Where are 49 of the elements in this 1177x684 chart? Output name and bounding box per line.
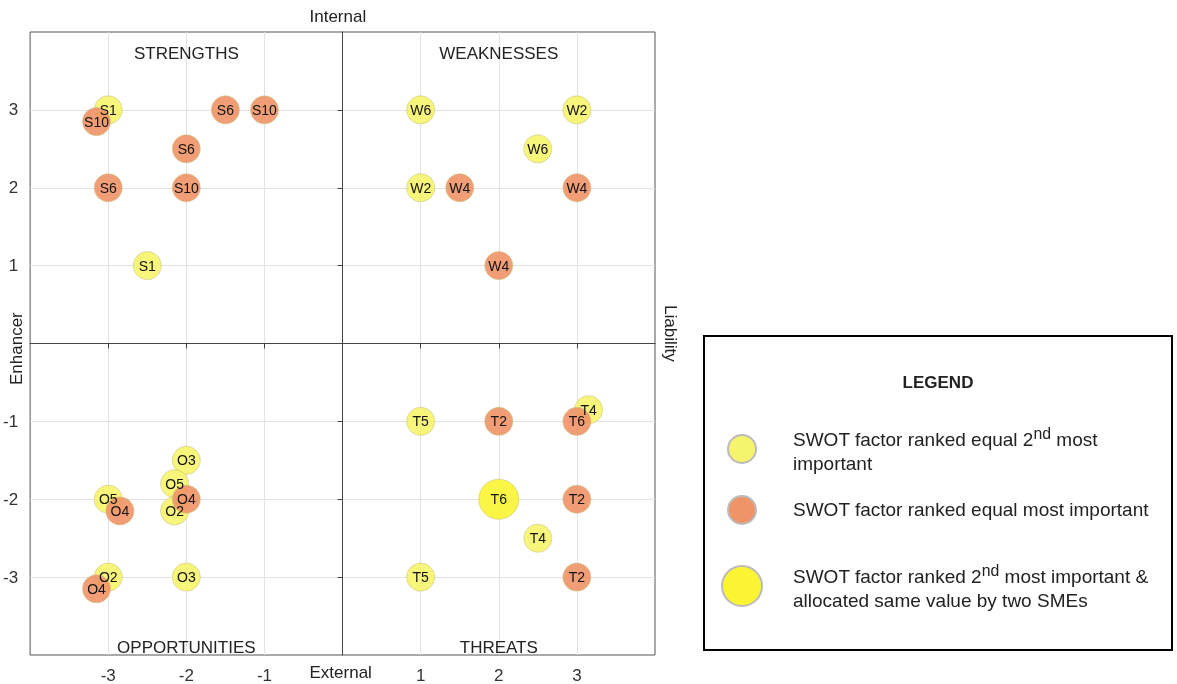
x-tick-label: 3	[572, 666, 582, 684]
annotation: W6	[527, 140, 549, 157]
x-tick-label: -2	[178, 666, 194, 684]
annotation: S10	[251, 101, 278, 118]
x-tick-label: 1	[415, 666, 426, 684]
annotation: W2	[410, 179, 432, 196]
y-tick-label: 1	[8, 256, 19, 276]
annotation: W2	[566, 101, 588, 118]
y-tick-label: -1	[2, 411, 19, 431]
annotation: S10	[173, 179, 199, 196]
y-tick-label: -3	[2, 567, 19, 587]
annotation: T2	[568, 491, 586, 508]
annotation: WEAKNESSES	[439, 44, 559, 64]
annotation: O5	[165, 475, 185, 492]
y-tick-label: 2	[8, 178, 19, 198]
text: SWOT factor ranked equal 2$^{nd}$ most important	[793, 425, 1098, 475]
annotation: T5	[412, 569, 430, 586]
annotation: T6	[490, 491, 508, 508]
annotation: T2	[568, 569, 586, 586]
annotation: W4	[566, 179, 588, 196]
y2-axis-title: Liability	[661, 305, 680, 363]
legend-title: LEGEND	[901, 373, 975, 393]
x-axis-title: External	[309, 663, 372, 682]
x-tick-label: 2	[494, 666, 504, 684]
annotation: O3	[176, 452, 196, 469]
annotation: W4	[488, 257, 510, 274]
annotation: S6	[177, 140, 196, 157]
x2-axis-title: Internal	[309, 7, 367, 26]
annotation: S1	[138, 257, 157, 274]
annotation: STRENGTHS	[133, 44, 239, 64]
annotation: S1	[99, 101, 117, 118]
y-tick-label: -2	[2, 489, 19, 509]
annotation: THREATS	[459, 638, 538, 658]
annotation: W6	[410, 101, 432, 118]
annotation: S6	[99, 179, 117, 196]
annotation: OPPORTUNITIES	[117, 638, 256, 658]
y-axis-title: Enhancer	[7, 311, 26, 385]
point	[478, 478, 520, 520]
x-tick-label: -3	[100, 666, 116, 684]
x-tick-label: -1	[256, 666, 273, 684]
annotation: T2	[490, 413, 508, 430]
legend-label: SWOT factor ranked 2$^{nd}$ most important & allocated same value by two SMEs	[793, 561, 1150, 614]
annotation: S6	[216, 101, 235, 118]
annotation: T4	[529, 530, 547, 547]
y-tick-label: 3	[8, 100, 19, 120]
annotation: W4	[449, 179, 471, 196]
annotation: O3	[176, 569, 196, 586]
annotation: T5	[412, 413, 430, 430]
legend-label: SWOT factor ranked equal most important	[793, 498, 1149, 522]
